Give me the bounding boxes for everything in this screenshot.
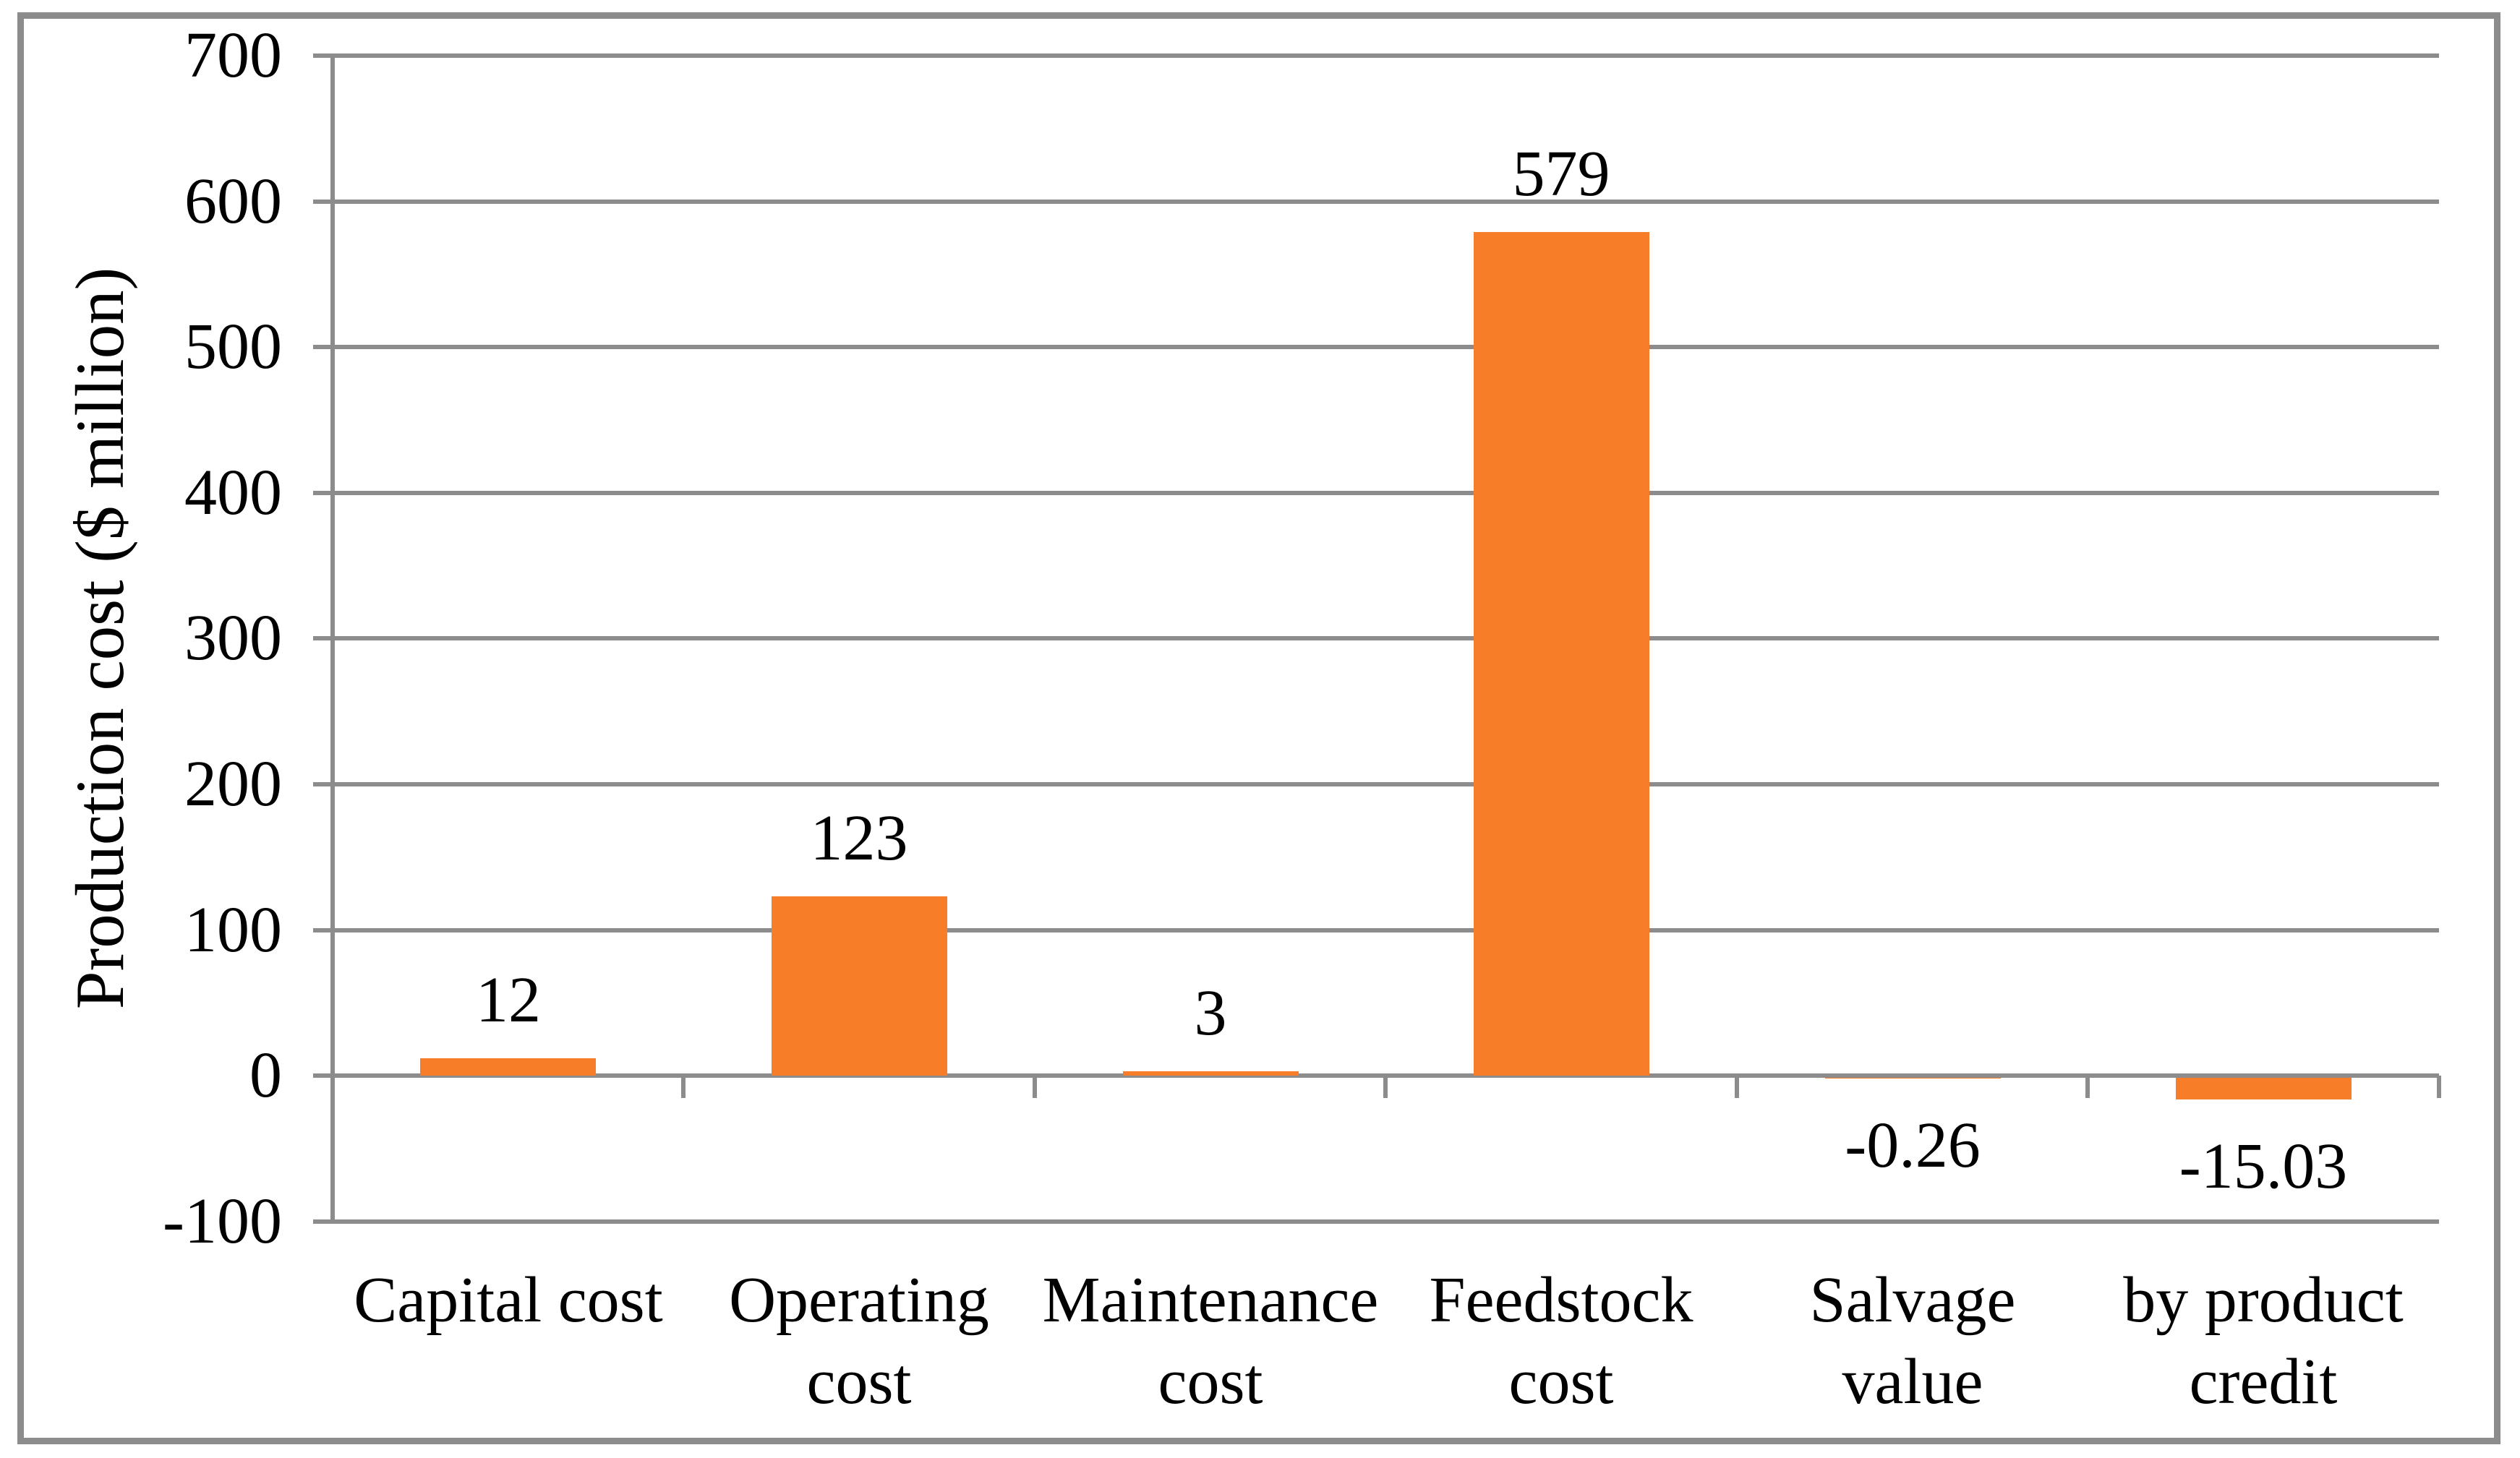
ytick-500: 500 xyxy=(184,311,282,382)
bar-operating-cost xyxy=(772,896,947,1076)
ytick-600: 600 xyxy=(184,166,282,237)
category-label-by-product-credit: by product credit xyxy=(2123,1264,2404,1418)
x-axis-line xyxy=(313,1073,2439,1078)
category-tick-right-edge xyxy=(2437,1076,2441,1098)
data-label-feedstock-cost: 579 xyxy=(1512,138,1610,210)
ytick-100: 100 xyxy=(184,894,282,966)
ytick-700: 700 xyxy=(184,20,282,91)
data-label-salvage-value: -0.26 xyxy=(1845,1110,1981,1181)
bar-by-product-credit xyxy=(2176,1078,2352,1099)
category-tick-2 xyxy=(1033,1076,1037,1098)
category-tick-4 xyxy=(1735,1076,1739,1098)
bar-capital-cost xyxy=(420,1058,596,1076)
gridline-400 xyxy=(313,491,2439,495)
bar-salvage-value xyxy=(1825,1078,2001,1079)
category-tick-5 xyxy=(2085,1076,2090,1098)
data-label-by-product-credit: -15.03 xyxy=(2179,1131,2348,1202)
category-label-feedstock-cost: Feedstock cost xyxy=(1429,1264,1693,1418)
ytick-0: 0 xyxy=(249,1039,282,1111)
category-label-maintenance-cost: Maintenance cost xyxy=(1042,1264,1379,1418)
data-label-maintenance-cost: 3 xyxy=(1194,977,1227,1049)
bar-maintenance-cost xyxy=(1123,1071,1299,1076)
gridline-500 xyxy=(313,345,2439,349)
gridline-700 xyxy=(313,53,2439,58)
category-label-salvage-value: Salvage value xyxy=(1809,1264,2016,1418)
category-label-operating-cost: Operating cost xyxy=(729,1264,989,1418)
category-tick-1 xyxy=(681,1076,685,1098)
gridline-200 xyxy=(313,782,2439,786)
y-axis-line xyxy=(330,53,335,1224)
ytick-200: 200 xyxy=(184,748,282,820)
category-label-capital-cost: Capital cost xyxy=(354,1264,663,1336)
chart-border xyxy=(17,12,2500,1444)
ytick-400: 400 xyxy=(184,457,282,528)
bar-feedstock-cost xyxy=(1474,232,1649,1076)
gridline-neg100 xyxy=(313,1219,2439,1224)
gridline-100 xyxy=(313,928,2439,932)
data-label-operating-cost: 123 xyxy=(810,802,908,874)
gridline-300 xyxy=(313,636,2439,640)
ytick-300: 300 xyxy=(184,602,282,674)
gridline-600 xyxy=(313,200,2439,204)
ytick-neg100: -100 xyxy=(163,1185,282,1257)
category-tick-3 xyxy=(1383,1076,1388,1098)
data-label-capital-cost: 12 xyxy=(476,964,541,1036)
